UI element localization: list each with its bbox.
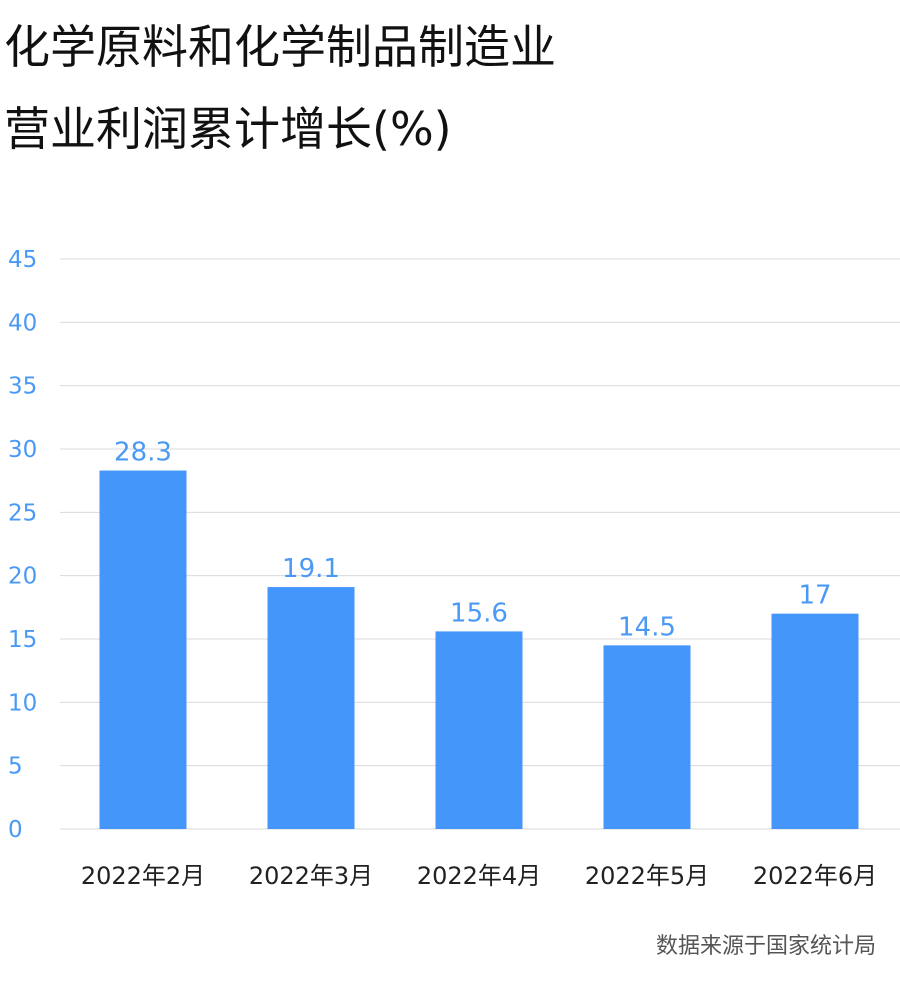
y-tick-label: 25 [8,500,37,526]
x-tick-label: 2022年6月 [753,862,877,890]
bar [267,587,355,829]
y-tick-label: 20 [8,564,37,590]
bar [435,631,523,829]
chart-title-line-1: 化学原料和化学制品制造业 [4,20,556,74]
y-tick-label: 0 [8,817,23,843]
chart-title-line-2: 营业利润累计增长(%) [4,102,452,156]
x-tick-label: 2022年3月 [249,862,373,890]
y-tick-label: 35 [8,374,37,400]
data-label: 15.6 [450,598,508,628]
data-label: 14.5 [618,612,676,642]
y-tick-label: 30 [8,437,37,463]
y-tick-label: 15 [8,627,37,653]
data-label: 17 [798,581,831,611]
x-tick-label: 2022年2月 [81,862,205,890]
source-note: 数据来源于国家统计局 [655,934,876,959]
y-tick-label: 45 [8,247,37,273]
x-tick-label: 2022年5月 [585,862,709,890]
y-tick-label: 10 [8,690,37,716]
data-label: 28.3 [114,438,172,468]
bar [99,470,187,829]
y-tick-label: 5 [8,754,23,780]
x-tick-label: 2022年4月 [417,862,541,890]
y-tick-label: 40 [8,310,37,336]
data-label: 19.1 [282,554,340,584]
bar [603,645,691,829]
bar [771,613,859,829]
